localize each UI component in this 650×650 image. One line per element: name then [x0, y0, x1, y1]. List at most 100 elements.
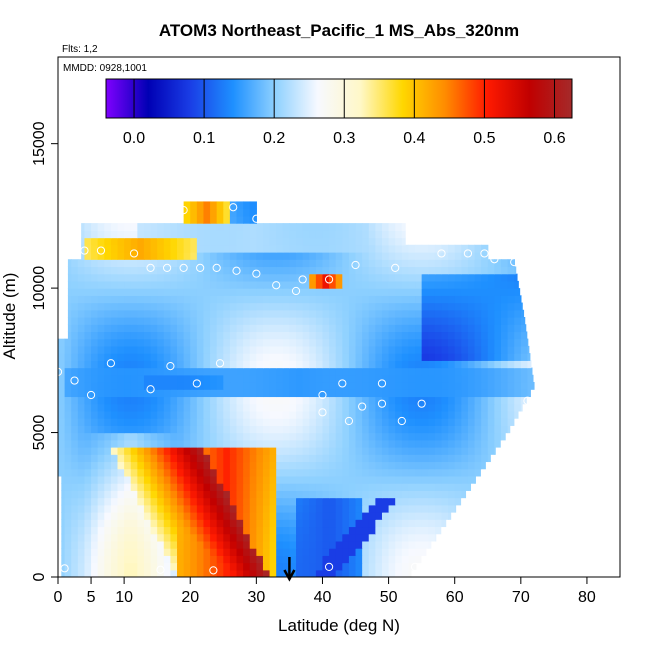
heatmap-cell: [520, 317, 526, 325]
heatmap-cell: [150, 237, 158, 246]
heatmap-cell: [130, 483, 138, 491]
heatmap-cell: [428, 345, 436, 354]
heatmap-cell: [203, 468, 211, 477]
heatmap-cell: [474, 367, 482, 376]
heatmap-cell: [322, 483, 330, 491]
heatmap-cell: [408, 410, 416, 419]
heatmap-cell: [117, 353, 125, 361]
heatmap-cell: [395, 447, 403, 455]
heatmap-cell: [368, 425, 376, 434]
heatmap-cell: [289, 526, 297, 535]
heatmap-cell: [335, 548, 343, 556]
heatmap-cell: [104, 295, 112, 304]
heatmap-cell: [229, 252, 238, 260]
heatmap-cell: [296, 418, 304, 426]
heatmap-cell: [110, 309, 119, 318]
heatmap-cell: [157, 374, 165, 383]
heatmap-cell: [61, 569, 66, 577]
heatmap-cell: [262, 396, 271, 405]
heatmap-cell: [296, 425, 304, 434]
heatmap-cell: [309, 324, 317, 333]
heatmap-cell: [117, 288, 125, 296]
heatmap-cell: [415, 526, 423, 535]
heatmap-cell: [190, 447, 198, 455]
heatmap-cell: [137, 447, 145, 455]
heatmap-cell: [84, 345, 92, 354]
heatmap-cell: [289, 447, 297, 455]
heatmap-cell: [170, 439, 178, 448]
heatmap-cell: [71, 345, 79, 354]
heatmap-cell: [157, 223, 165, 231]
sample-point: [146, 263, 155, 272]
heatmap-cell: [329, 302, 337, 311]
heatmap-cell: [143, 237, 152, 246]
heatmap-cell: [282, 295, 291, 304]
heatmap-cell: [84, 497, 92, 506]
heatmap-cell: [256, 295, 264, 304]
heatmap-cell: [342, 425, 350, 434]
heatmap-cell: [421, 418, 429, 426]
heatmap-cell: [183, 309, 191, 318]
heatmap-cell: [421, 504, 429, 513]
heatmap-cell: [210, 259, 218, 268]
heatmap-cell: [375, 367, 383, 376]
heatmap-cell: [355, 244, 363, 253]
heatmap-cell: [97, 396, 105, 405]
heatmap-cell: [335, 317, 343, 325]
heatmap-cell: [170, 367, 178, 376]
heatmap-cell: [408, 418, 416, 426]
heatmap-cell: [262, 288, 271, 296]
heatmap-cell: [441, 432, 449, 441]
heatmap-cell: [309, 418, 317, 426]
heatmap-cell: [170, 324, 178, 333]
x-tick-label: 40: [314, 589, 332, 606]
heatmap-cell: [203, 389, 211, 398]
heatmap-cell: [395, 382, 403, 390]
heatmap-cell: [269, 288, 277, 296]
heatmap-cell: [494, 309, 502, 318]
heatmap-cell: [97, 280, 105, 289]
plot-area: [57, 56, 621, 582]
heatmap-cell: [269, 273, 277, 282]
heatmap-cell: [84, 519, 92, 528]
heatmap-cell: [421, 324, 429, 333]
heatmap-cell: [276, 519, 284, 528]
heatmap-cell: [428, 475, 436, 484]
heatmap-cell: [315, 475, 324, 484]
heatmap-cell: [269, 548, 277, 556]
heatmap-cell: [507, 288, 515, 296]
heatmap-cell: [289, 309, 297, 318]
heatmap-cell: [203, 309, 211, 318]
heatmap-cell: [461, 389, 469, 398]
heatmap-cell: [381, 374, 390, 383]
heatmap-cell: [249, 338, 257, 347]
heatmap-cell: [329, 374, 337, 383]
heatmap-cell: [461, 396, 469, 405]
heatmap-cell: [210, 215, 218, 224]
heatmap-cell: [137, 519, 145, 528]
heatmap-cell: [408, 519, 416, 528]
heatmap-cell: [276, 302, 284, 311]
heatmap-cell: [143, 483, 152, 491]
heatmap-cell: [381, 280, 390, 289]
heatmap-cell: [381, 439, 390, 448]
heatmap-cell: [170, 273, 178, 282]
heatmap-cell: [415, 454, 423, 463]
heatmap-cell: [388, 555, 396, 564]
heatmap-cell: [461, 475, 469, 484]
heatmap-cell: [236, 288, 244, 296]
heatmap-cell: [71, 512, 79, 520]
heatmap-cell: [289, 540, 297, 549]
heatmap-cell: [309, 439, 317, 448]
heatmap-cell: [130, 266, 138, 275]
heatmap-cell: [84, 468, 92, 477]
heatmap-cell: [276, 403, 284, 412]
heatmap-cell: [58, 389, 66, 398]
heatmap-cell: [507, 331, 515, 340]
heatmap-cell: [355, 295, 363, 304]
heatmap-cell: [157, 461, 165, 470]
heatmap-cell: [269, 562, 277, 571]
heatmap-cell: [487, 418, 495, 426]
heatmap-cell: [434, 288, 443, 296]
heatmap-cell: [368, 403, 376, 412]
